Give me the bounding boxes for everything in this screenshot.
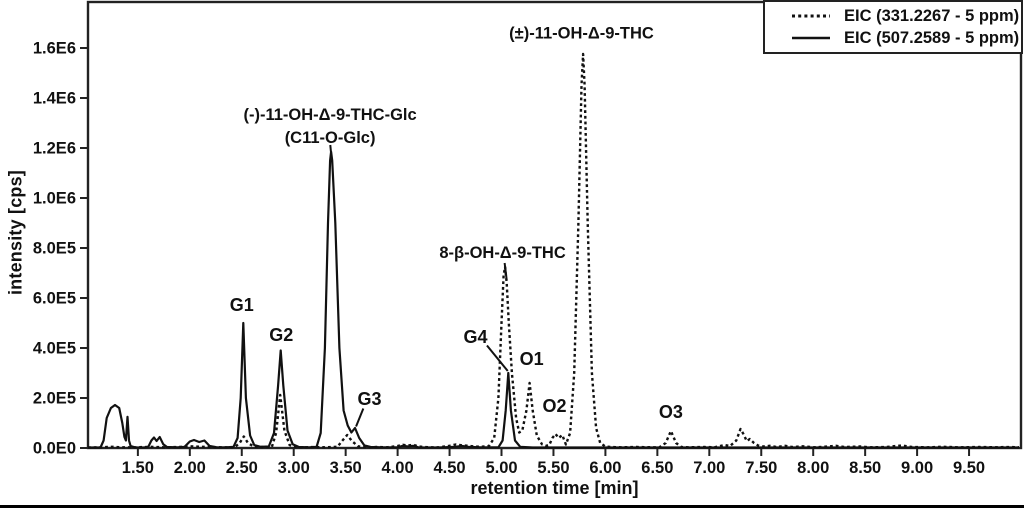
annotation-leader-line	[329, 144, 332, 152]
y-tick-label: 4.0E5	[33, 340, 76, 358]
legend: EIC (331.2267 - 5 ppm) EIC (507.2589 - 5…	[763, 0, 1023, 54]
x-tick-label: 3.50	[330, 459, 362, 477]
y-tick-label: 0.0E0	[33, 440, 76, 458]
x-tick-label: 9.00	[901, 459, 933, 477]
x-tick-label: 1.50	[122, 459, 154, 477]
y-tick-label: 1.0E6	[33, 190, 76, 208]
x-tick-label: 4.50	[434, 459, 466, 477]
y-tick-label: 8.0E5	[33, 240, 76, 258]
scan-edge-line	[0, 505, 1024, 508]
series-solid	[88, 150, 1019, 449]
plot-frame	[86, 0, 1023, 450]
dashed-line-icon	[792, 14, 830, 18]
x-tick-label: 6.50	[641, 459, 673, 477]
legend-label-dashed: EIC (331.2267 - 5 ppm)	[844, 6, 1020, 25]
annotation--11-oh-9-thc-glc: (-)-11-OH-Δ-9-THC-Glc	[243, 106, 416, 124]
y-axis-title: intensity [cps]	[5, 169, 26, 296]
legend-item-solid: EIC (507.2589 - 5 ppm)	[791, 29, 1021, 48]
legend-item-dashed: EIC (331.2267 - 5 ppm)	[791, 7, 1021, 26]
x-tick-label: 7.50	[745, 459, 777, 477]
solid-line-icon	[792, 36, 830, 40]
annotation-g2: G2	[269, 325, 293, 345]
x-tick-label: 2.50	[226, 459, 258, 477]
annotation--c11-o-glc-: (C11-O-Glc)	[285, 129, 376, 147]
annotation-8-oh-9-thc: 8-β-OH-Δ-9-THC	[439, 244, 566, 262]
x-tick-label: 7.00	[693, 459, 725, 477]
x-tick-label: 2.00	[174, 459, 206, 477]
annotation-leader-line	[503, 262, 508, 281]
x-tick-label: 8.50	[849, 459, 881, 477]
x-tick-label: 5.00	[485, 459, 517, 477]
annotation-o3: O3	[659, 402, 683, 422]
x-tick-label: 5.50	[537, 459, 569, 477]
annotation-g1: G1	[230, 295, 254, 315]
x-tick-label: 8.00	[797, 459, 829, 477]
x-tick-label: 3.00	[278, 459, 310, 477]
x-tick-label: 6.00	[589, 459, 621, 477]
annotation-g4: G4	[464, 327, 488, 347]
x-axis-title: retention time [min]	[470, 478, 639, 498]
annotation--11-oh-9-thc: (±)-11-OH-Δ-9-THC	[509, 25, 654, 43]
series-dashed	[87, 52, 1019, 449]
legend-label-solid: EIC (507.2589 - 5 ppm)	[844, 28, 1020, 47]
y-tick-label: 2.0E5	[33, 390, 76, 408]
y-tick-label: 1.6E6	[33, 40, 76, 58]
annotation-leader-line	[355, 408, 365, 427]
y-tick-label: 1.4E6	[33, 90, 76, 108]
annotation-o2: O2	[542, 396, 566, 416]
annotation-g3: G3	[358, 389, 382, 409]
annotation-o1: O1	[520, 349, 544, 369]
y-tick-label: 1.2E6	[33, 140, 76, 158]
x-tick-label: 4.00	[382, 459, 414, 477]
y-tick-label: 6.0E5	[33, 290, 76, 308]
x-tick-label: 9.50	[953, 459, 985, 477]
annotation-leader-line	[486, 344, 509, 372]
